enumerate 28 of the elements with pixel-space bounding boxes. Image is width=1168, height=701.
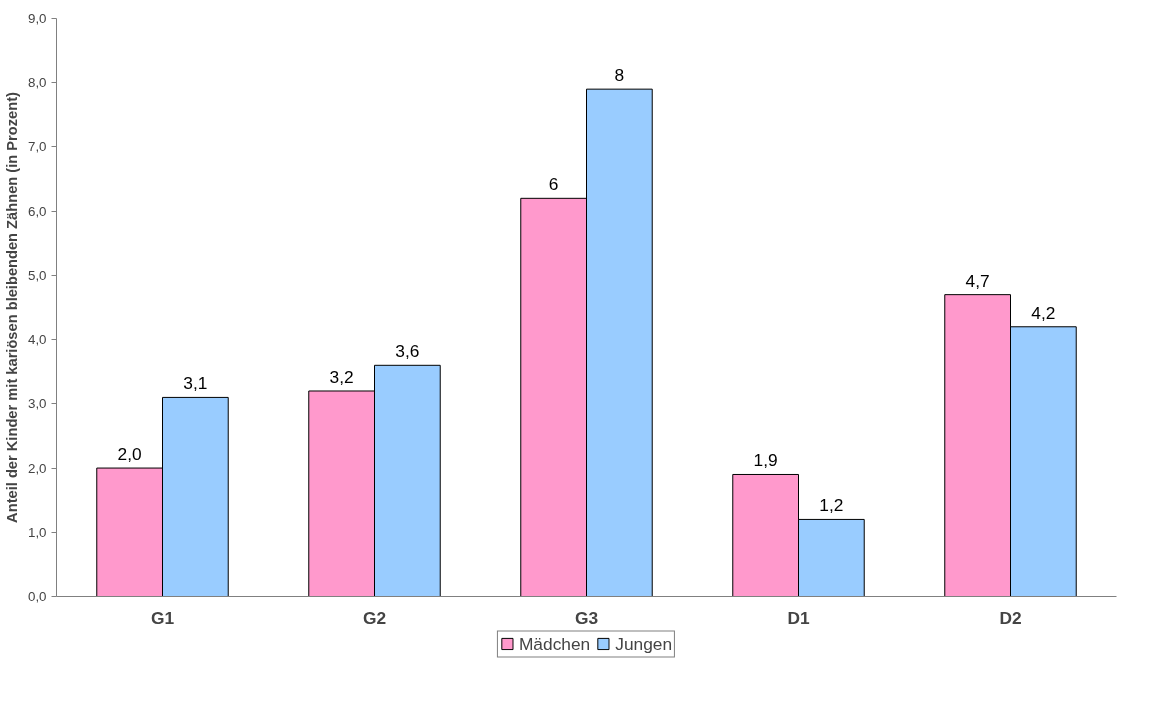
y-tick-label: 0,0 (27, 589, 47, 604)
data-label: 8 (614, 65, 625, 86)
data-label: 4,7 (965, 270, 990, 291)
y-tick-label: 9,0 (27, 11, 47, 26)
x-tick-label: D2 (999, 607, 1022, 628)
y-tick-label: 6,0 (27, 203, 47, 219)
y-tick-label: 7,0 (27, 139, 47, 155)
y-tick-label: 3,0 (27, 396, 47, 412)
data-label: 2,0 (117, 444, 142, 465)
data-label: 3,1 (183, 373, 208, 394)
x-tick-label: G1 (150, 607, 175, 628)
legend-label: Mädchen (518, 633, 591, 654)
y-tick-label: 4,0 (27, 332, 47, 348)
data-label: 3,6 (395, 341, 420, 362)
y-tick-label: 1,0 (27, 524, 47, 540)
data-label: 4,2 (1031, 302, 1056, 323)
y-tick-label: 8,0 (27, 75, 47, 91)
data-label: 6 (548, 174, 559, 195)
legend-label: Jungen (615, 633, 673, 654)
y-axis-title: Anteil der Kinder mit kariösen bleibenden Zähnen (in Prozent) (3, 91, 20, 523)
x-tick-label: G3 (574, 607, 599, 628)
y-tick-label: 2,0 (27, 460, 47, 476)
data-label: 1,2 (819, 495, 844, 516)
x-tick-label: G2 (362, 607, 387, 628)
data-label: 1,9 (753, 450, 778, 471)
x-tick-label: D1 (787, 607, 810, 628)
data-label: 3,2 (329, 366, 354, 387)
y-tick-label: 5,0 (27, 267, 47, 283)
